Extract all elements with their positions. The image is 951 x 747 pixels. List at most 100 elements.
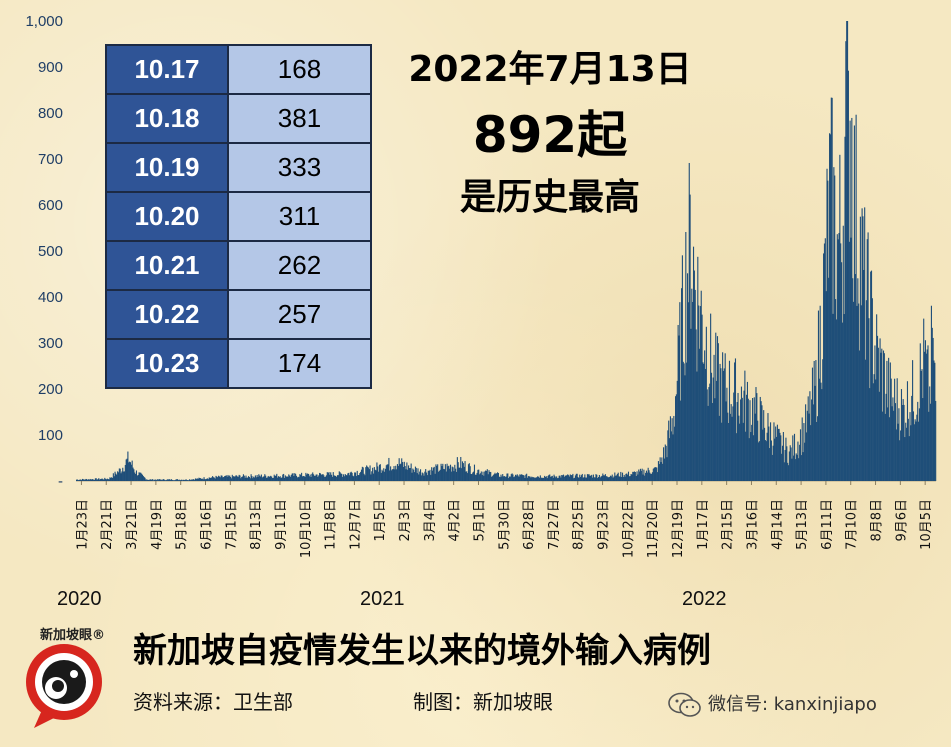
bar: [855, 114, 857, 481]
bar: [123, 471, 125, 481]
bar: [381, 469, 383, 481]
bar: [603, 475, 605, 481]
x-tick-label: 6月28日: [522, 499, 537, 550]
bar: [152, 479, 154, 481]
bar: [922, 398, 924, 481]
bar: [87, 479, 90, 481]
bar: [349, 472, 351, 481]
bar: [706, 389, 708, 481]
bar: [892, 397, 894, 481]
bar: [877, 347, 879, 481]
bar: [870, 270, 873, 481]
bar: [213, 477, 215, 481]
bar: [766, 432, 768, 481]
bar: [607, 477, 609, 481]
bar: [572, 473, 574, 481]
bar: [506, 473, 508, 481]
bar: [163, 479, 165, 481]
bar: [508, 478, 510, 481]
bar: [520, 474, 522, 481]
bar: [458, 467, 460, 481]
bar: [537, 476, 539, 481]
y-tick-label: -: [58, 473, 63, 490]
bar: [833, 167, 835, 481]
bar: [769, 422, 772, 481]
bar: [111, 477, 114, 481]
bar: [839, 154, 841, 481]
bar: [272, 477, 274, 481]
y-tick-label: 1,000: [25, 13, 63, 30]
bar: [847, 70, 849, 482]
bar: [252, 478, 254, 481]
table-value: 333: [227, 142, 372, 193]
bar: [521, 474, 523, 481]
bar: [725, 401, 727, 481]
bar: [390, 470, 393, 481]
bar: [360, 469, 363, 481]
bar: [621, 472, 624, 481]
bar: [773, 422, 775, 481]
bar: [509, 476, 511, 481]
source-label: 资料来源：卫生部: [133, 690, 293, 714]
bar: [84, 479, 86, 481]
bar: [234, 477, 236, 481]
bar: [835, 319, 837, 481]
bar: [310, 476, 312, 481]
bar: [782, 432, 784, 481]
bar: [85, 478, 87, 481]
bar: [899, 440, 901, 481]
bar: [805, 432, 808, 481]
bar: [814, 385, 816, 481]
bar: [290, 474, 292, 481]
bar: [896, 378, 898, 481]
bar: [752, 398, 754, 481]
bar: [714, 398, 716, 481]
x-tick-label: 10月10日: [299, 499, 314, 558]
bar: [327, 473, 329, 481]
bar: [89, 478, 91, 481]
bar: [299, 474, 301, 481]
bar: [446, 463, 448, 481]
bar: [275, 475, 277, 481]
bar: [111, 477, 113, 481]
bar: [722, 352, 724, 481]
bar: [375, 470, 377, 481]
bar: [630, 474, 632, 481]
bar: [746, 394, 748, 481]
bar: [112, 473, 114, 481]
bar: [403, 461, 405, 481]
bar: [669, 438, 671, 481]
bar: [455, 471, 458, 481]
bar: [583, 477, 585, 481]
bar: [841, 262, 843, 481]
bar: [762, 429, 764, 481]
bar: [339, 472, 341, 481]
bar: [177, 480, 179, 481]
bar: [615, 475, 618, 481]
bar: [286, 476, 288, 481]
bar: [295, 473, 297, 481]
bar: [872, 383, 874, 481]
bar: [565, 475, 567, 481]
bar: [165, 480, 167, 481]
bar: [379, 464, 381, 481]
bar: [326, 472, 328, 481]
bar: [888, 417, 891, 481]
bar: [325, 476, 327, 481]
y-tick-label: 900: [38, 59, 63, 76]
bar: [237, 476, 239, 481]
bar: [366, 466, 369, 481]
bar: [532, 477, 534, 481]
bar: [799, 429, 802, 481]
bar: [651, 473, 653, 481]
bar: [99, 479, 102, 481]
bar: [161, 480, 163, 481]
bar: [834, 175, 836, 481]
bar: [927, 345, 929, 481]
bar: [767, 413, 769, 481]
bar: [879, 338, 881, 481]
bar: [466, 471, 468, 481]
bar: [601, 475, 603, 481]
bar: [348, 472, 350, 481]
bar: [277, 476, 280, 481]
